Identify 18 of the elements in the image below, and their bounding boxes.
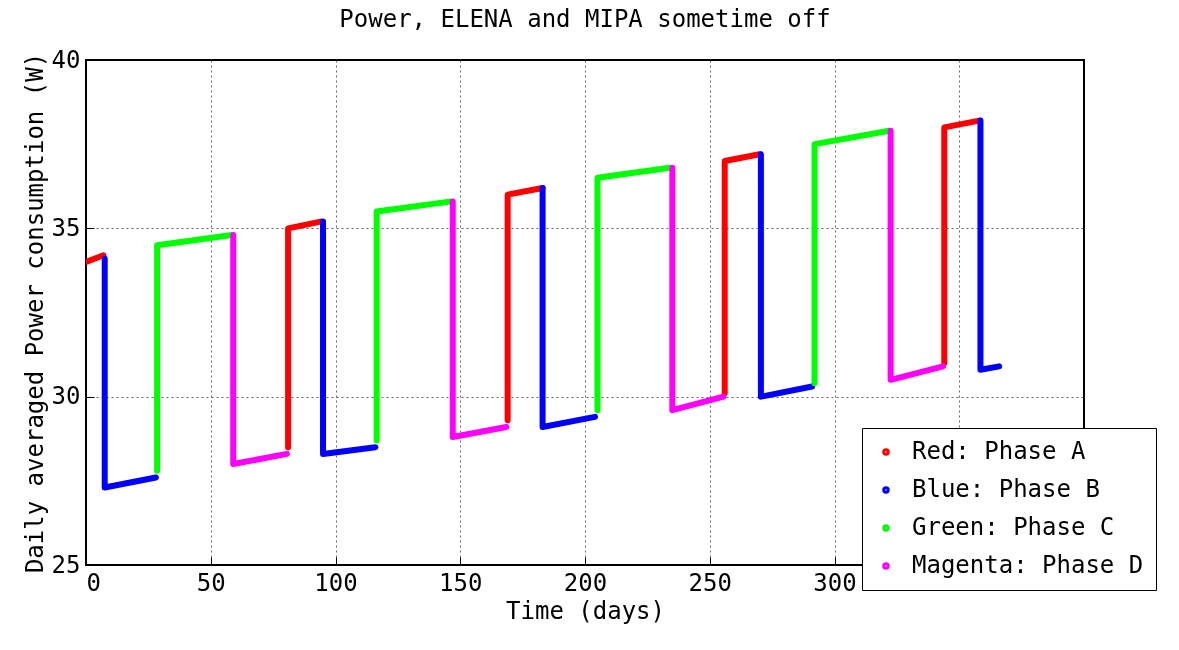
legend-label: Green: Phase C [912,513,1115,541]
x-axis-title: Time (days) [506,596,665,625]
y-tick-label: 25 [51,550,81,579]
y-axis-title: Daily averaged Power consumption (W) [20,52,49,574]
y-tick-label: 35 [51,213,81,242]
x-tick-label: 0 [86,568,101,597]
x-tick-label: 100 [314,568,358,597]
x-tick-label: 150 [439,568,483,597]
chart-title: Power, ELENA and MIPA sometime off [339,5,831,33]
x-tick-label: 300 [813,568,857,597]
y-tick-label: 40 [51,45,81,74]
legend-label: Red: Phase A [912,437,1086,465]
x-tick-label: 50 [196,568,226,597]
y-tick-label: 30 [51,382,81,411]
x-tick-label: 250 [688,568,732,597]
x-tick-label: 200 [563,568,608,597]
legend-label: Magenta: Phase D [912,551,1144,579]
legend-label: Blue: Phase B [912,475,1100,503]
